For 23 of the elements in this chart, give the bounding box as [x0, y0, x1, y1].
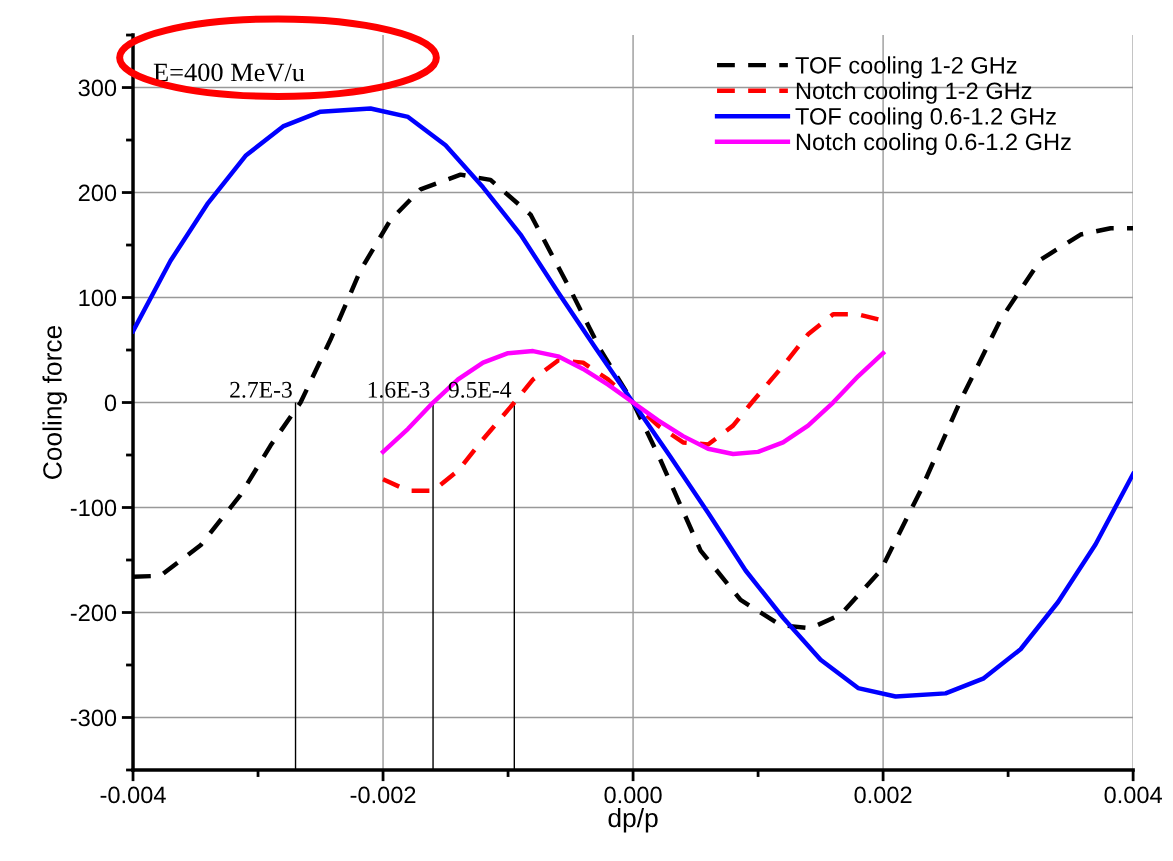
x-axis-title: dp/p	[608, 807, 658, 833]
x-tick-label: 0.004	[1104, 786, 1162, 804]
annotation: 2.7E-3	[230, 381, 292, 398]
legend-label: TOF cooling 1-2 GHz	[795, 56, 1017, 79]
legend-label: Notch cooling 0.6-1.2 GHz	[796, 132, 1071, 155]
annotation: E=400 MeV/u	[153, 63, 305, 82]
y-tick-label: 0	[104, 394, 117, 412]
annotation: 9.5E-4	[448, 381, 512, 398]
y-tick-label: 100	[79, 289, 117, 307]
legend-label: TOF cooling 0.6-1.2 GHz	[795, 107, 1056, 130]
y-tick-label: -300	[70, 709, 117, 727]
annotation: 1.6E-3	[368, 381, 430, 398]
y-tick-label: 200	[78, 184, 117, 202]
x-tick-label: -0.004	[100, 786, 166, 804]
y-axis-title: Cooling force	[42, 325, 68, 479]
y-tick-label: -200	[70, 604, 117, 622]
x-tick-label: 0.000	[604, 786, 662, 804]
x-tick-label: 0.002	[854, 786, 912, 804]
y-tick-label: 300	[78, 79, 117, 97]
x-tick-label: -0.002	[350, 786, 416, 804]
y-tick-label: -100	[70, 499, 117, 517]
legend-label: Notch cooling 1-2 GHz	[796, 81, 1032, 104]
line-series	[133, 106, 1134, 699]
